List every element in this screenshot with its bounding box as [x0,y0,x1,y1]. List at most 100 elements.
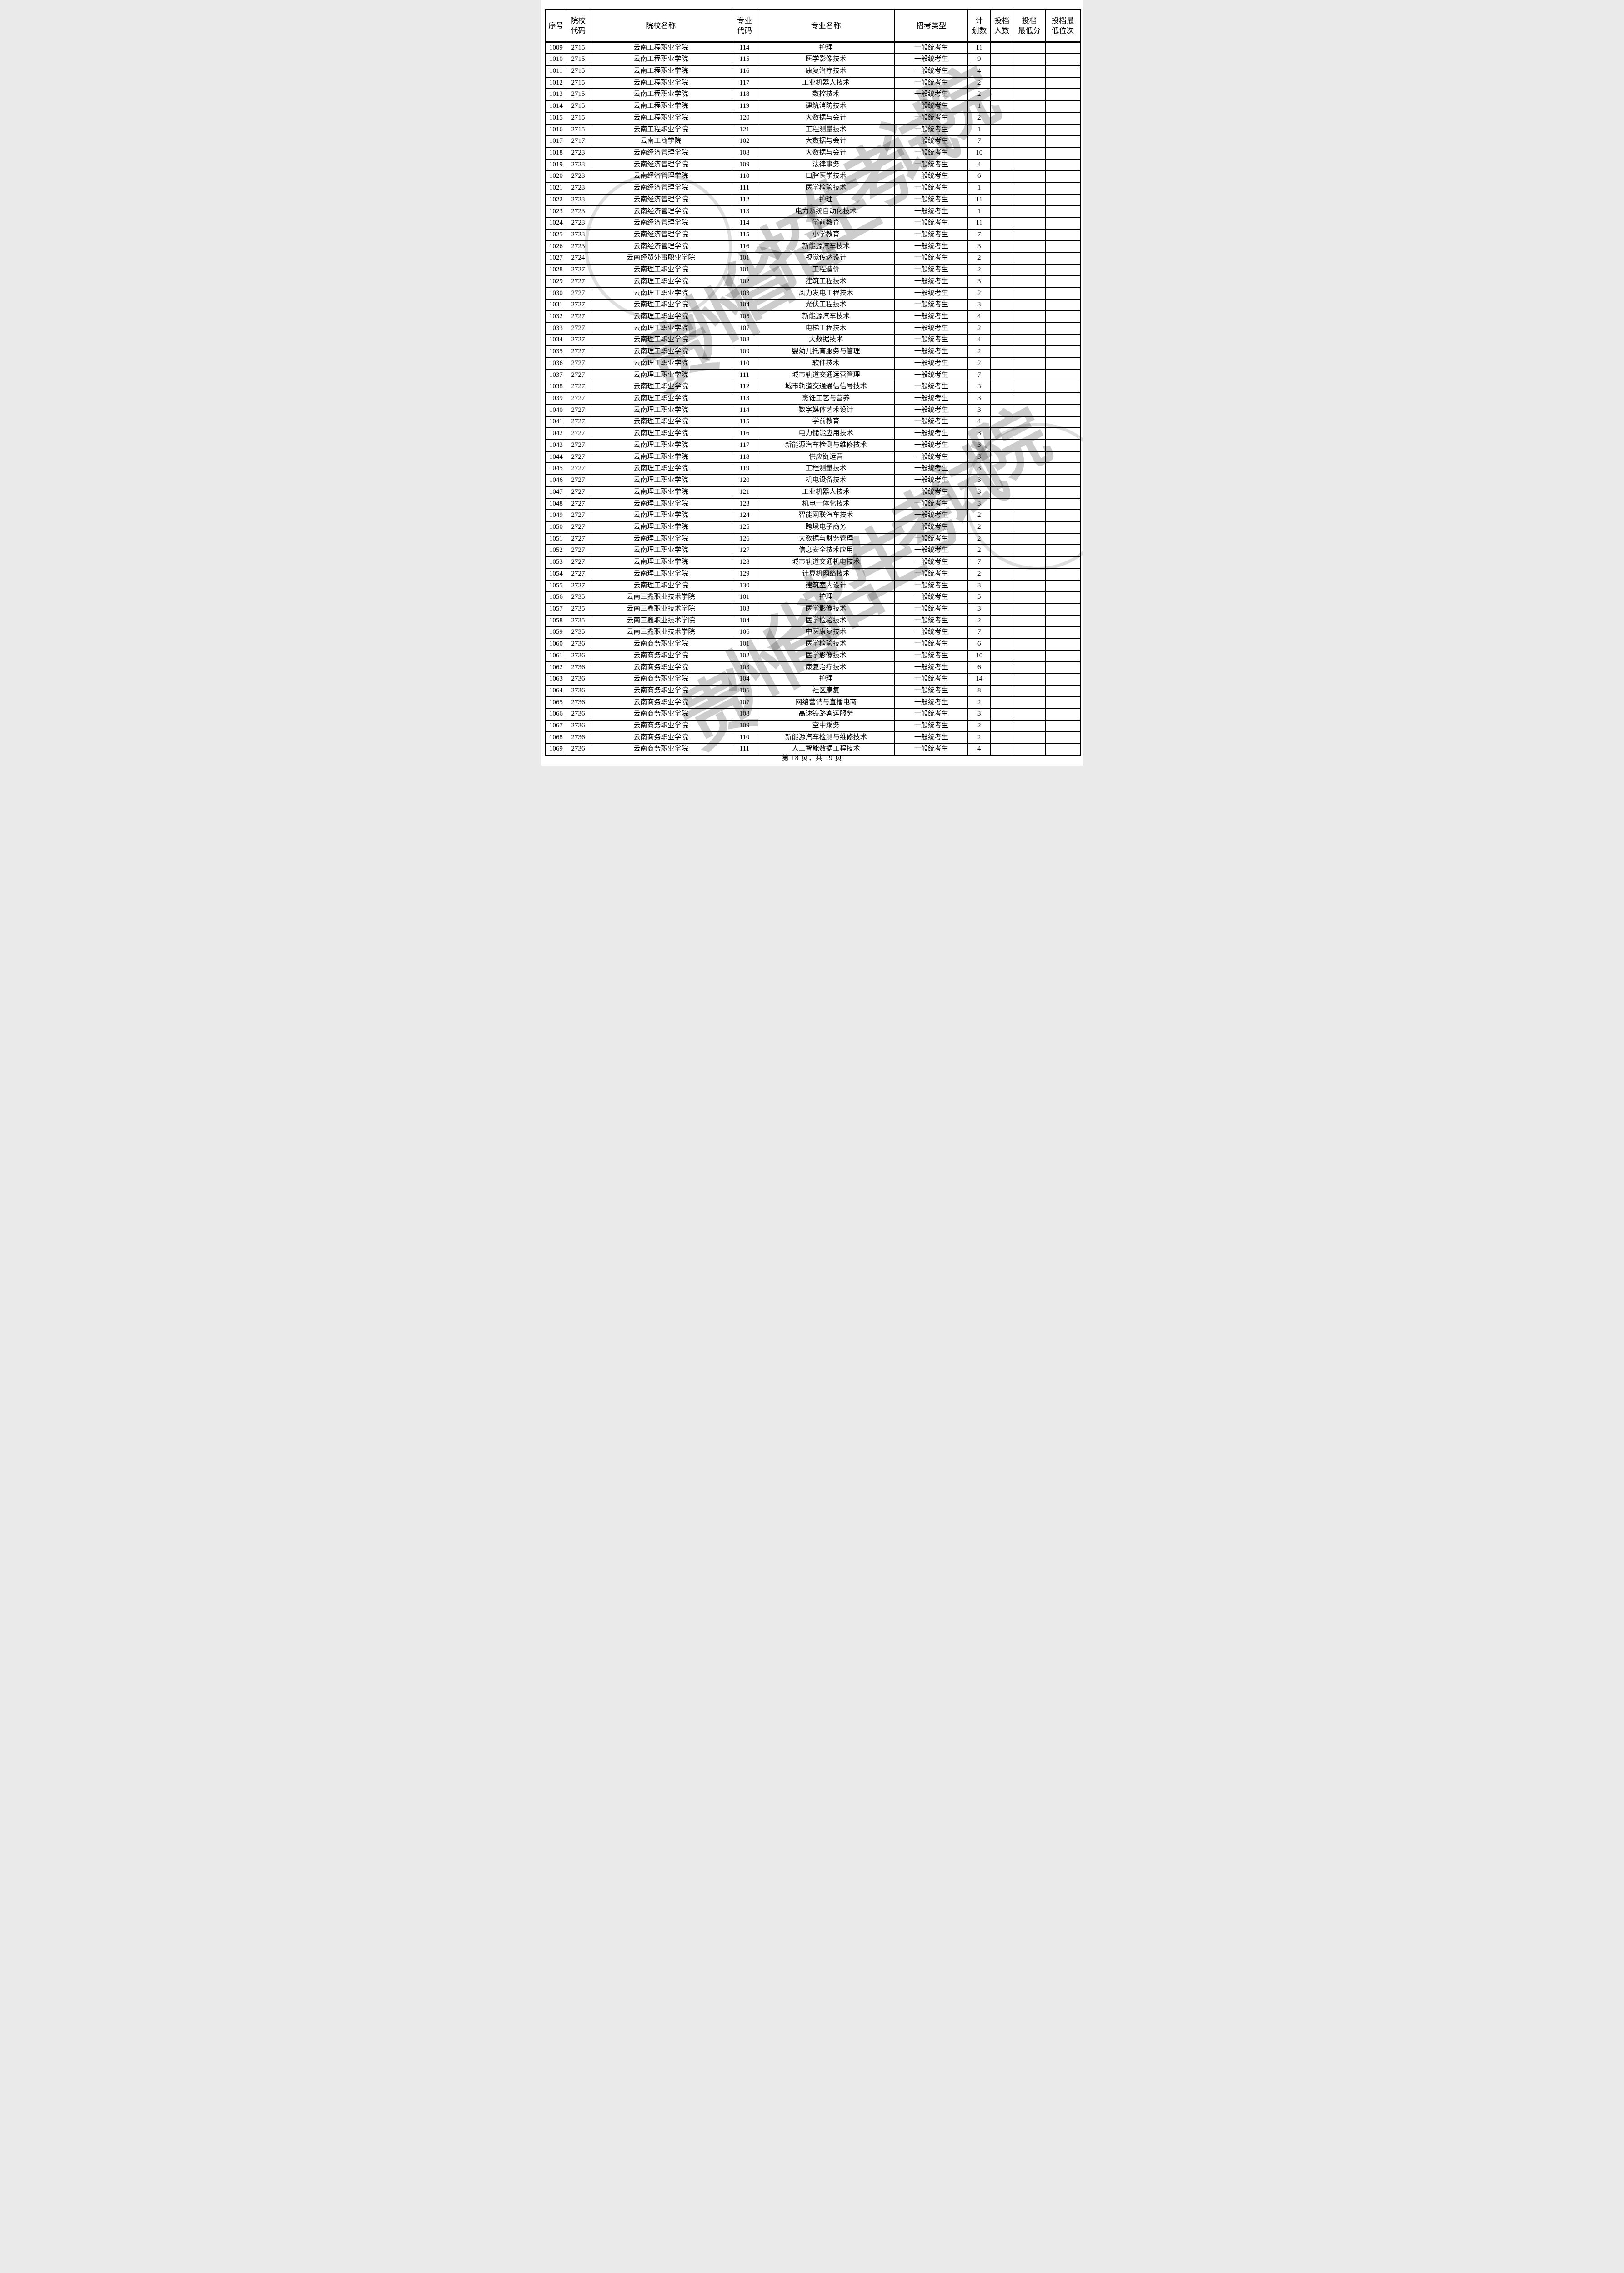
cell-seq: 1030 [545,287,567,300]
cell-major-name: 软件技术 [757,357,895,370]
cell-seq: 1061 [545,649,567,662]
cell-filed-count [990,229,1013,241]
cell-college-code: 2723 [566,217,590,230]
cell-min-score [1012,381,1046,394]
cell-major-code: 107 [731,322,757,335]
cell-major-code: 117 [731,439,757,452]
cell-filed-count [990,357,1013,370]
cell-major-name: 工程造价 [757,264,895,276]
cell-college-code: 2727 [566,462,590,476]
cell-min-rank [1045,100,1081,113]
cell-admission-type: 一般统考生 [894,474,968,487]
cell-seq: 1019 [545,158,567,171]
cell-seq: 1058 [545,614,567,627]
cell-min-score [1012,240,1046,253]
cell-min-score [1012,743,1046,756]
table-row: 1066 2736 云南商务职业学院 108 高速铁路客运服务 一般统考生 3 [545,708,1081,721]
cell-min-rank [1045,41,1081,55]
table-row: 1020 2723 云南经济管理学院 110 口腔医学技术 一般统考生 6 [545,170,1081,183]
cell-filed-count [990,603,1013,616]
cell-min-score [1012,252,1046,265]
cell-seq: 1055 [545,579,567,592]
cell-plan-count: 3 [967,404,991,417]
cell-min-rank [1045,111,1081,125]
cell-min-score [1012,217,1046,230]
cell-college-code: 2736 [566,649,590,662]
table-row: 1011 2715 云南工程职业学院 116 康复治疗技术 一般统考生 4 [545,65,1081,78]
cell-plan-count: 7 [967,229,991,241]
cell-seq: 1054 [545,567,567,581]
cell-college-code: 2727 [566,345,590,358]
cell-filed-count [990,404,1013,417]
cell-min-score [1012,205,1046,218]
col-header-college-name: 院校名称 [589,10,732,43]
cell-admission-type: 一般统考生 [894,287,968,300]
cell-major-code: 129 [731,567,757,581]
cell-major-code: 113 [731,205,757,218]
table-row: 1018 2723 云南经济管理学院 108 大数据与会计 一般统考生 10 [545,146,1081,160]
cell-filed-count [990,158,1013,171]
cell-seq: 1035 [545,345,567,358]
cell-college-code: 2723 [566,170,590,183]
cell-major-name: 学前教育 [757,416,895,429]
cell-seq: 1047 [545,486,567,499]
cell-major-code: 115 [731,416,757,429]
cell-plan-count: 2 [967,357,991,370]
col-header-college-code: 院校 代码 [566,10,590,43]
cell-major-name: 跨境电子商务 [757,521,895,534]
cell-admission-type: 一般统考生 [894,673,968,686]
cell-major-name: 口腔医学技术 [757,170,895,183]
cell-seq: 1049 [545,509,567,522]
cell-plan-count: 4 [967,416,991,429]
col-header-seq-text: 序号 [548,21,564,30]
cell-major-code: 106 [731,626,757,639]
cell-major-name: 大数据与会计 [757,146,895,160]
cell-seq: 1043 [545,439,567,452]
table-row: 1032 2727 云南理工职业学院 105 新能源汽车技术 一般统考生 4 [545,310,1081,323]
cell-min-rank [1045,603,1081,616]
cell-major-code: 101 [731,252,757,265]
cell-filed-count [990,334,1013,347]
cell-filed-count [990,743,1013,756]
cell-major-code: 130 [731,579,757,592]
cell-plan-count: 2 [967,264,991,276]
cell-min-score [1012,76,1046,90]
cell-major-name: 高速铁路客运服务 [757,708,895,721]
table-row: 1036 2727 云南理工职业学院 110 软件技术 一般统考生 2 [545,357,1081,370]
table-row: 1052 2727 云南理工职业学院 127 信息安全技术应用 一般统考生 2 [545,544,1081,557]
cell-filed-count [990,65,1013,78]
cell-college-name: 云南理工职业学院 [589,310,732,323]
table-row: 1059 2735 云南三鑫职业技术学院 106 中医康复技术 一般统考生 7 [545,626,1081,639]
cell-college-code: 2723 [566,158,590,171]
cell-min-rank [1045,521,1081,534]
cell-plan-count: 4 [967,334,991,347]
cell-filed-count [990,509,1013,522]
admission-plan-table: 序号 院校 代码 院校名称 专业 代码 专业名称 招考类型 计 划数 投档 人数… [544,9,1081,756]
cell-min-rank [1045,720,1081,732]
cell-seq: 1012 [545,76,567,90]
cell-college-name: 云南理工职业学院 [589,369,732,382]
cell-college-name: 云南商务职业学院 [589,696,732,709]
cell-min-score [1012,392,1046,405]
cell-plan-count: 7 [967,135,991,148]
cell-min-rank [1045,240,1081,253]
cell-college-name: 云南工程职业学院 [589,41,732,55]
table-row: 1014 2715 云南工程职业学院 119 建筑消防技术 一般统考生 1 [545,100,1081,113]
cell-filed-count [990,217,1013,230]
cell-major-code: 118 [731,451,757,464]
cell-college-name: 云南理工职业学院 [589,497,732,511]
cell-min-score [1012,591,1046,604]
cell-major-name: 医学影像技术 [757,53,895,66]
cell-admission-type: 一般统考生 [894,685,968,697]
cell-major-code: 102 [731,135,757,148]
cell-admission-type: 一般统考生 [894,76,968,90]
cell-major-code: 119 [731,462,757,476]
cell-min-score [1012,65,1046,78]
cell-admission-type: 一般统考生 [894,100,968,113]
cell-college-code: 2727 [566,544,590,557]
cell-filed-count [990,299,1013,312]
cell-major-name: 信息安全技术应用 [757,544,895,557]
cell-college-code: 2715 [566,88,590,101]
cell-college-name: 云南商务职业学院 [589,720,732,732]
cell-seq: 1064 [545,685,567,697]
